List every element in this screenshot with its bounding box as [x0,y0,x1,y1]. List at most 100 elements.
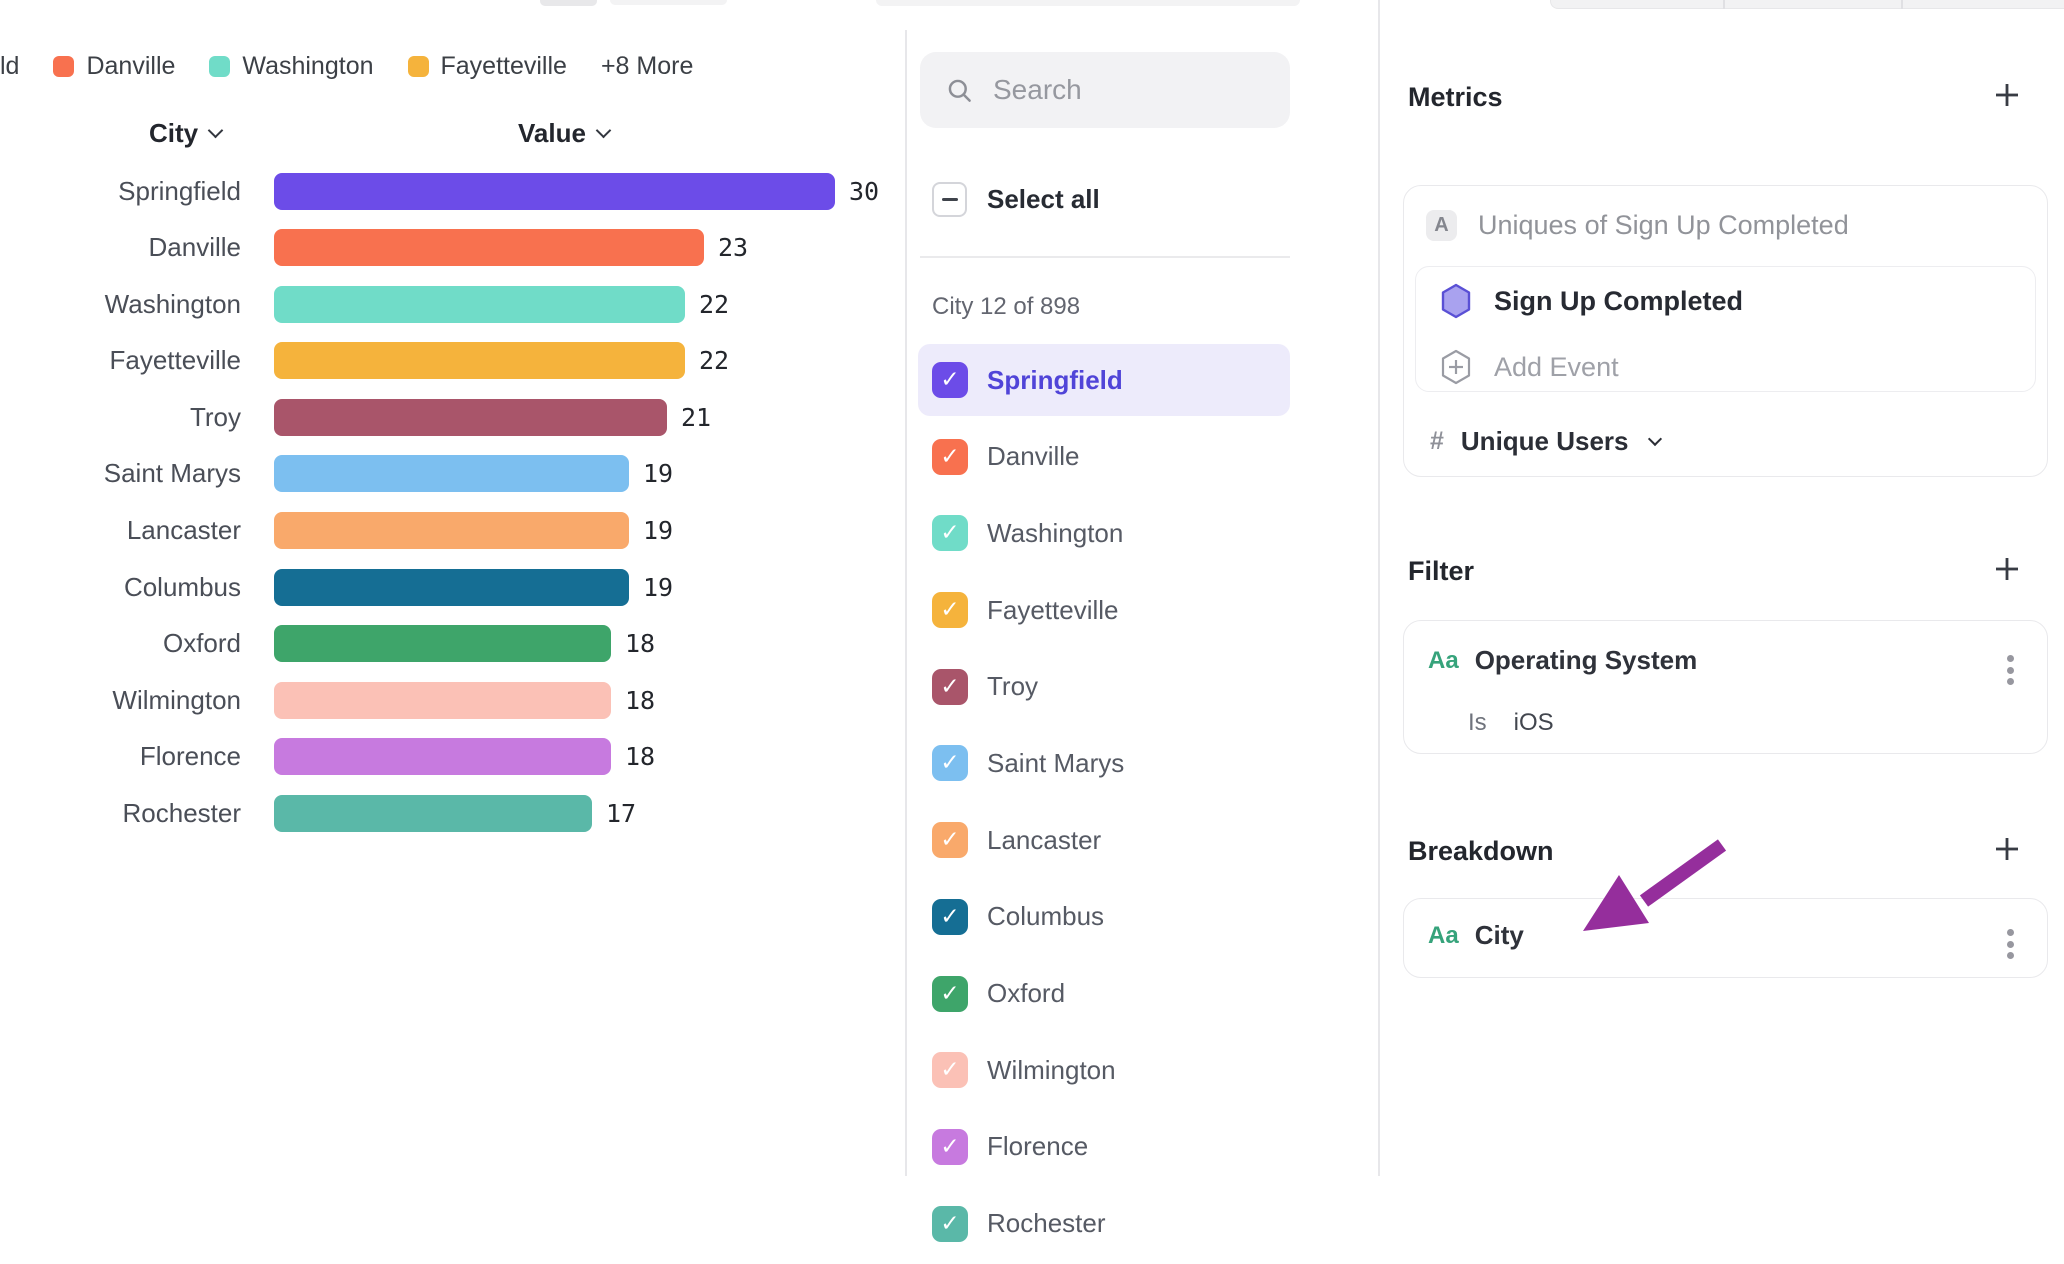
metric-summary-row[interactable]: A Uniques of Sign Up Completed [1426,210,1849,241]
kebab-dot [2007,655,2014,662]
bar-value-label: 17 [606,799,637,829]
bar-row: Fayetteville 22 [0,342,905,380]
column-header-value[interactable]: Value [518,118,612,149]
city-label: Fayetteville [987,594,1119,625]
bar-value-label: 30 [849,176,880,206]
filter-condition-row[interactable]: Is iOS [1468,709,1554,737]
add-metric-button[interactable] [1990,78,2024,112]
bar-value-label: 22 [699,346,730,376]
bar[interactable] [274,512,629,550]
city-checkbox[interactable]: ✓ [932,362,968,398]
city-list-item[interactable]: ✓ Fayetteville [918,574,1290,646]
kebab-dot [2007,678,2014,685]
city-list-item[interactable]: ✓ Rochester [918,1188,1290,1260]
breakdown-selector-panel: Select all City 12 of 898 ✓ Springfield ✓ D… [905,0,1378,1242]
legend-item[interactable]: Danville [53,52,175,81]
city-checkbox[interactable]: ✓ [932,515,968,552]
select-all-checkbox-indeterminate[interactable] [932,182,967,217]
bar[interactable] [274,172,835,210]
event-row[interactable]: Sign Up Completed [1440,283,1743,319]
bar[interactable] [274,568,629,606]
city-list-item[interactable]: ✓ Wilmington [918,1034,1290,1106]
city-list-item[interactable]: ✓ Saint Marys [918,727,1290,799]
city-checkbox[interactable]: ✓ [932,438,968,475]
tab-bar-fragment [1550,0,2064,9]
city-list-item[interactable]: ✓ Washington [918,497,1290,569]
filter-value: iOS [1513,709,1554,736]
breakdown-property-name: City [1474,920,1524,950]
city-label: Springfield [987,364,1123,395]
city-list-item[interactable]: ✓ Oxford [918,958,1290,1030]
add-event-row[interactable]: Add Event [1440,349,1619,385]
legend-label: Washington [242,52,374,80]
column-header-city[interactable]: City [149,118,224,149]
bar[interactable] [274,681,611,719]
city-list-item[interactable]: ✓ Troy [918,651,1290,723]
bar-value-label: 19 [643,572,674,602]
bar[interactable] [274,342,685,380]
city-checkbox[interactable]: ✓ [932,592,968,629]
city-list-item[interactable]: ✓ Lancaster [918,804,1290,876]
metric-card: A Uniques of Sign Up Completed Sign Up C… [1403,185,2048,477]
city-checkbox[interactable]: ✓ [932,975,968,1012]
city-list-item[interactable]: ✓ Columbus [918,881,1290,953]
bar-row: Springfield 30 [0,172,905,210]
bar[interactable] [274,398,667,436]
bar-row: Danville 23 [0,229,905,267]
event-hexagon-icon [1441,283,1471,319]
city-checkbox[interactable]: ✓ [932,898,968,935]
chart-legend: ld Danville Washington Fayetteville +8 More [0,52,693,81]
kebab-dot [2007,940,2014,948]
legend-label: Fayetteville [440,52,567,80]
search-box[interactable] [920,52,1290,128]
city-label: Danville [987,441,1080,472]
filter-property-row[interactable]: Aa Operating System [1428,645,1697,676]
legend-swatch [407,56,429,77]
city-list: ✓ Springfield ✓ Danville ✓ Washington ✓ Fayette… [918,344,1290,1264]
search-icon [948,79,971,102]
bar[interactable] [274,795,592,833]
bar[interactable] [274,229,704,267]
bar-category-label: Washington [104,288,241,319]
bar[interactable] [274,625,611,663]
city-checkbox[interactable]: ✓ [932,1052,968,1089]
city-list-item[interactable]: ✓ Florence [918,1111,1290,1183]
bar-row: Oxford 18 [0,625,905,663]
property-type-badge: Aa [1428,921,1459,949]
filter-operator: Is [1468,709,1487,736]
city-list-item[interactable]: ✓ Danville [918,421,1290,493]
legend-item[interactable]: Washington [209,52,374,81]
search-input[interactable] [993,74,1273,106]
measure-dropdown[interactable]: # Unique Users [1430,426,1662,457]
add-filter-button[interactable] [1990,552,2024,586]
city-label: Saint Marys [987,747,1125,778]
filter-card: Aa Operating System Is iOS [1403,620,2048,754]
plus-icon [1996,558,2018,580]
legend-item-truncated[interactable]: ld [0,52,20,80]
legend-more-button[interactable]: +8 More [600,52,694,80]
bar[interactable] [274,455,629,493]
city-checkbox[interactable]: ✓ [932,745,968,782]
bar[interactable] [274,285,685,323]
city-list-item[interactable]: ✓ Springfield [918,344,1290,416]
metric-letter-badge: A [1426,210,1457,241]
city-checkbox[interactable]: ✓ [932,822,968,859]
city-label: Lancaster [987,824,1102,855]
select-all-row[interactable]: Select all [932,182,1100,217]
city-checkbox[interactable]: ✓ [932,1205,968,1242]
chevron-down-icon [1647,431,1662,446]
breakdown-property-row[interactable]: Aa City [1428,920,1524,951]
bar[interactable] [274,738,611,776]
plus-icon [1996,84,2018,106]
add-breakdown-button[interactable] [1990,832,2024,866]
breakdown-menu-button[interactable] [2001,923,2020,965]
city-label: Wilmington [987,1054,1116,1085]
tab-divider [1901,0,1903,9]
city-checkbox[interactable]: ✓ [932,1128,968,1165]
city-checkbox[interactable]: ✓ [932,668,968,705]
filter-menu-button[interactable] [2001,649,2020,691]
column-header-value-label: Value [518,118,586,148]
metric-title: Uniques of Sign Up Completed [1478,210,1849,240]
chart-panel: ld Danville Washington Fayetteville +8 More… [0,0,905,1176]
legend-item[interactable]: Fayetteville [407,52,567,81]
